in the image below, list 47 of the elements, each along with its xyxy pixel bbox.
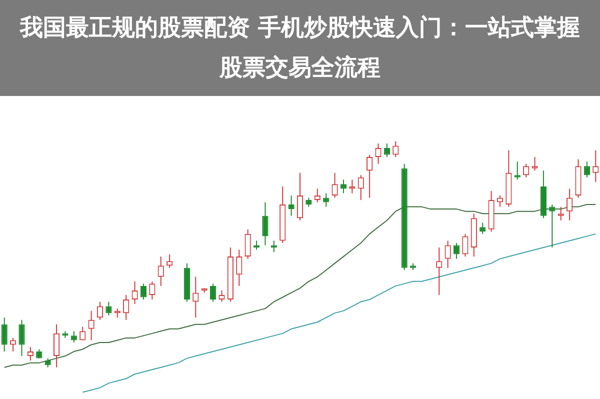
candlestick [166, 254, 173, 268]
candlestick [192, 276, 199, 318]
candlestick [366, 154, 373, 198]
candlestick [323, 192, 330, 208]
candlestick [314, 188, 320, 203]
candlestick [384, 142, 390, 158]
candlestick [566, 188, 573, 221]
candlestick [158, 256, 164, 286]
candlestick [218, 290, 225, 302]
candlestick [392, 140, 399, 158]
candlestick [270, 240, 277, 253]
candlestick [514, 161, 520, 180]
candlestick [558, 206, 564, 221]
candlestick [96, 301, 104, 320]
candlestick [532, 156, 538, 172]
candlestick [106, 301, 112, 316]
candlestick [340, 179, 347, 194]
candlestick [480, 222, 486, 234]
candlestick [262, 202, 268, 246]
candlestick [549, 204, 556, 248]
candlestick [288, 194, 294, 216]
candlestick [44, 358, 51, 368]
candlestick [244, 228, 251, 260]
candlestick [53, 324, 60, 368]
candlestick [140, 283, 147, 300]
candlestick [496, 194, 504, 208]
candlestick [88, 310, 94, 341]
candlestick [70, 330, 77, 343]
candlestick [332, 172, 338, 198]
candlestick [10, 337, 16, 352]
chart-title: 我国最正规的股票配资 手机炒股快速入门：一站式掌握股票交易全流程 [20, 14, 580, 83]
candlestick [210, 283, 216, 302]
candlestick [123, 294, 130, 320]
candlestick [462, 233, 468, 258]
candlestick [18, 319, 25, 357]
candlestick [584, 161, 590, 178]
candlestick [27, 346, 34, 362]
candlestick [253, 240, 260, 250]
candlestick [296, 172, 304, 221]
candlestick [306, 197, 312, 208]
candlestick [149, 280, 156, 300]
candlestick [236, 249, 242, 286]
candlestick [444, 240, 451, 268]
candlestick [132, 280, 138, 305]
candlestick [358, 174, 364, 201]
candlestick [436, 247, 442, 296]
candlestick [1, 317, 8, 352]
